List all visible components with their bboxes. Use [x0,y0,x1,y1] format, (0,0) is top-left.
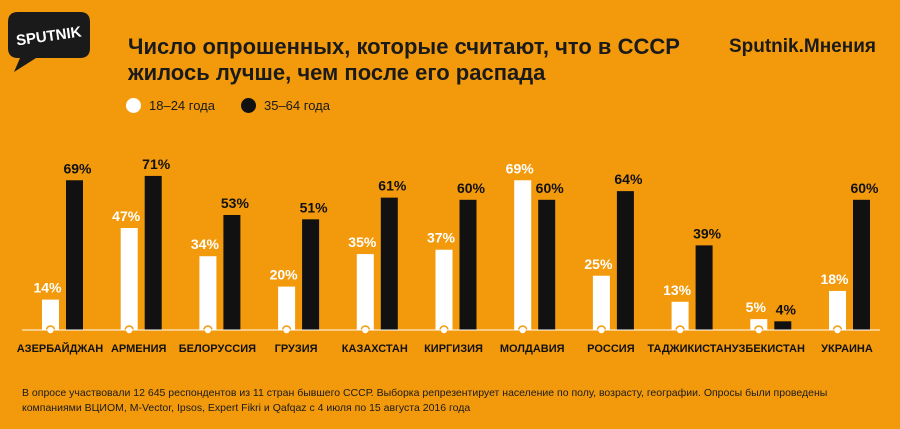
data-label-young: 69% [506,160,535,176]
data-label-young: 20% [270,267,299,283]
chart-legend: 18–24 года 35–64 года [126,98,330,113]
data-label-older: 60% [536,180,565,196]
bar-older [144,175,162,330]
bar-older [302,219,320,330]
category-label: КИРГИЗИЯ [424,343,483,355]
bar-older [66,180,83,330]
legend-item-older: 35–64 года [240,98,330,113]
bar-older [459,199,477,330]
sputnik-logo: SPUTNIK [2,8,94,76]
data-label-young: 35% [348,234,377,250]
bar-older [695,245,713,330]
bar-older [616,191,634,330]
category-label: УКРАИНА [821,343,873,355]
bar-young [199,256,217,330]
data-label-older: 61% [378,178,407,194]
category-label: КАЗАХСТАН [342,343,408,355]
bar-older [538,199,556,330]
bar-young [514,180,532,330]
data-label-young: 25% [584,256,613,272]
data-label-older: 39% [693,225,722,241]
bar-older [380,197,398,330]
data-label-older: 4% [776,301,797,317]
bar-young [278,286,296,330]
data-label-older: 64% [614,171,643,187]
data-label-young: 13% [663,282,692,298]
data-label-older: 71% [142,156,171,172]
data-label-older: 51% [300,199,329,215]
data-label-young: 37% [427,230,456,246]
outlet-name: Sputnik.Мнения [728,36,876,57]
bar-young [356,254,374,330]
legend-label-older: 35–64 года [263,98,330,113]
bar-young [120,228,138,330]
legend-item-young: 18–24 года [126,98,215,113]
bar-young [435,249,453,330]
legend-swatch-older [240,98,256,113]
category-label: БЕЛОРУССИЯ [179,343,256,355]
footnote: В опросе участвовали 12 645 респондентов… [22,387,828,414]
data-label-young: 34% [191,236,220,252]
category-label: АЗЕРБАЙДЖАН [17,342,104,355]
category-label: АРМЕНИЯ [111,343,166,355]
bar-young [750,319,768,330]
data-label-young: 5% [746,299,767,315]
data-label-young: 47% [112,208,141,224]
bar-young [42,299,59,330]
data-label-young: 18% [820,271,849,287]
chart-title: Число опрошенных, которые считают, что в… [128,34,680,85]
category-label: УЗБЕКИСТАН [732,343,805,355]
bar-young [592,275,610,330]
bar-young [671,301,689,330]
legend-swatch-young [126,98,141,113]
chart-area: 14% 69% АЗЕРБАЙДЖАН 47% 71% АРМЕНИЯ 34% 53% БЕЛО… [0,140,900,376]
category-label: ГРУЗИЯ [275,343,318,355]
bar-older [853,199,870,330]
bar-young [829,290,846,330]
category-label: ТАДЖИКИСТАН [647,343,731,355]
data-label-young: 14% [33,280,62,296]
category-label: РОССИЯ [587,343,635,355]
data-label-older: 69% [63,160,92,176]
legend-label-young: 18–24 года [149,98,215,113]
bar-older [223,214,241,330]
data-label-older: 60% [457,180,486,196]
category-label: МОЛДАВИЯ [500,343,565,355]
data-label-older: 53% [221,195,250,211]
bar-chart: 14% 69% АЗЕРБАЙДЖАН 47% 71% АРМЕНИЯ 34% 53% БЕЛО… [17,156,880,355]
data-label-older: 60% [850,180,879,196]
bar-older [774,321,792,330]
